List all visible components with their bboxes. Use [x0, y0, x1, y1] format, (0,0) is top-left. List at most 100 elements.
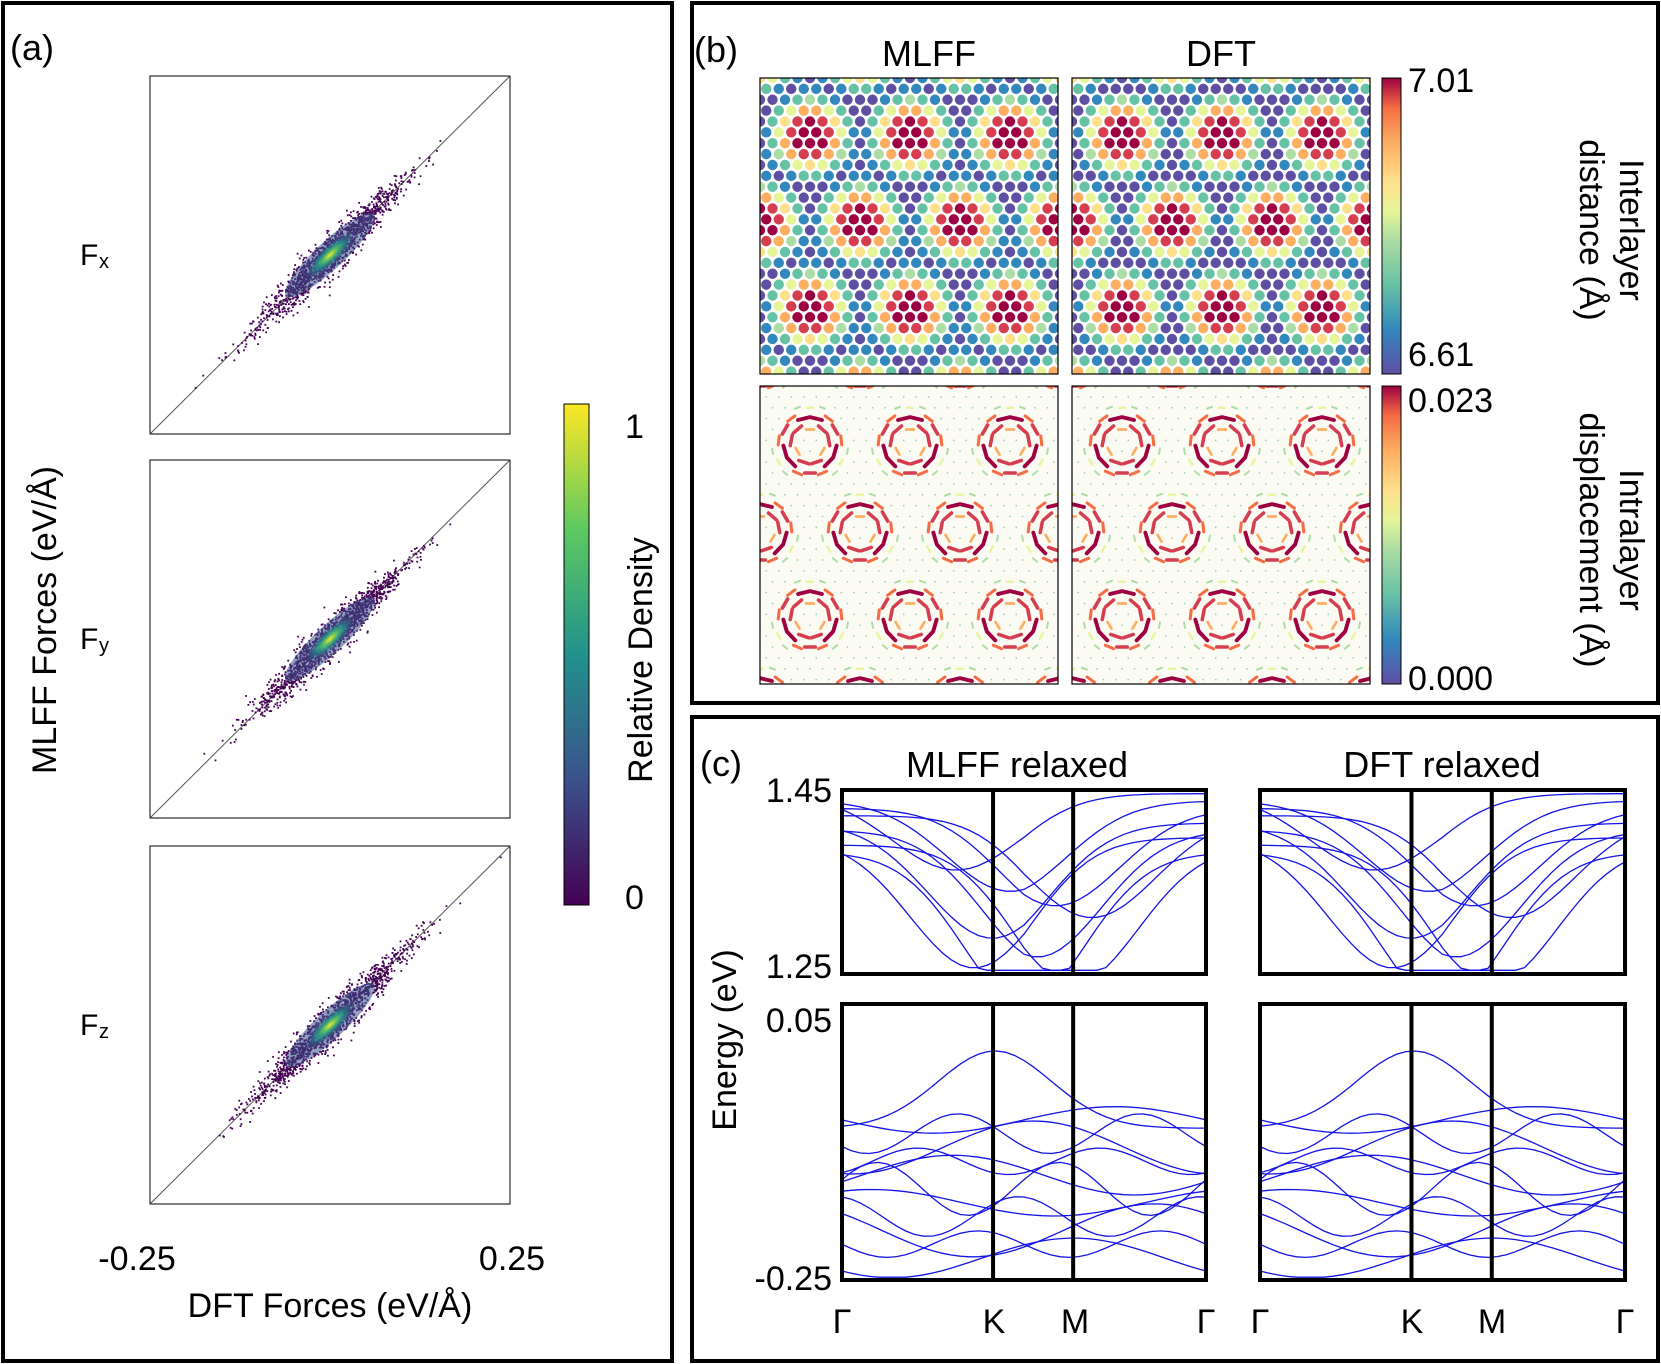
parity-point: [369, 1008, 372, 1011]
interlayer-atom: [760, 181, 766, 192]
parity-point: [381, 209, 384, 212]
parity-point: [420, 558, 422, 561]
interlayer-atom: [792, 116, 803, 127]
parity-point: [419, 555, 422, 558]
parity-point: [286, 1075, 289, 1078]
parity-point: [429, 543, 431, 546]
parity-point: [244, 1111, 247, 1114]
parity-point: [274, 1097, 277, 1100]
parity-point: [331, 656, 334, 659]
parity-point: [348, 259, 350, 261]
interlayer-atom: [892, 78, 903, 84]
parity-point: [336, 996, 339, 999]
parity-point: [378, 592, 381, 595]
parity-point: [319, 1050, 321, 1053]
parity-point: [244, 339, 247, 342]
parity-point: [292, 1032, 295, 1035]
parity-point: [281, 666, 284, 668]
parity-point: [391, 957, 394, 960]
parity-point: [245, 718, 248, 721]
interlayer-atom: [773, 105, 784, 116]
parity-point: [394, 192, 397, 195]
parity-point: [395, 957, 398, 960]
parity-point: [396, 192, 399, 195]
parity-point: [307, 291, 310, 294]
parity-point: [284, 1070, 287, 1072]
interlayer-atom: [854, 181, 866, 192]
parity-point: [396, 189, 399, 192]
interlayer-atom: [986, 148, 997, 160]
interlayer-atom: [767, 225, 778, 236]
interlayer-atom: [873, 214, 884, 225]
parity-point: [324, 281, 326, 284]
interlayer-atom: [1017, 116, 1028, 127]
parity-point: [407, 943, 410, 946]
parity-point: [397, 203, 399, 206]
parity-point: [282, 1069, 285, 1071]
parity-point: [276, 698, 279, 701]
parity-point: [405, 566, 408, 569]
interlayer-atom: [879, 225, 891, 236]
parity-point: [229, 741, 232, 744]
parity-point: [415, 547, 418, 549]
parity-point: [382, 581, 385, 584]
parity-point: [263, 1077, 266, 1080]
parity-point: [400, 188, 403, 191]
parity-point: [269, 678, 272, 681]
parity-point: [287, 281, 290, 284]
parity-point: [377, 187, 380, 189]
parity-point: [294, 679, 297, 682]
parity-point: [302, 258, 305, 261]
parity-point: [394, 194, 396, 197]
parity-point: [266, 708, 268, 711]
parity-point: [279, 695, 281, 698]
parity-point: [360, 1016, 363, 1019]
parity-point: [264, 706, 266, 709]
parity-point: [383, 193, 386, 195]
parity-point: [382, 192, 385, 195]
parity-point: [376, 973, 379, 976]
parity-point: [413, 172, 416, 174]
parity-point: [370, 973, 372, 976]
parity-subplot-subscript: x: [99, 251, 109, 273]
interlayer-atom: [886, 214, 897, 225]
interlayer-atom: [848, 192, 859, 203]
interlayer-atom: [979, 138, 991, 149]
parity-point: [252, 703, 255, 706]
parity-point: [296, 294, 299, 297]
parity-point: [400, 961, 403, 963]
parity-point: [297, 296, 299, 299]
parity-point: [372, 203, 375, 206]
parity-point: [304, 1068, 307, 1071]
parity-point: [362, 596, 365, 599]
parity-point: [315, 247, 318, 249]
parity-point: [430, 539, 433, 542]
parity-point: [413, 941, 416, 943]
parity-point: [387, 199, 390, 202]
parity-point: [320, 673, 323, 675]
interlayer-atom: [999, 62, 1009, 72]
parity-point: [373, 977, 375, 980]
density-core: [304, 230, 356, 280]
parity-point: [326, 1054, 329, 1057]
interlayer-atom: [1054, 203, 1058, 214]
interlayer-atom: [1054, 116, 1058, 127]
parity-point: [408, 562, 411, 565]
interlayer-atom: [986, 105, 997, 116]
interlayer-atom: [792, 203, 803, 214]
parity-point: [280, 289, 283, 292]
parity-point: [374, 580, 377, 583]
parity-point: [387, 979, 389, 982]
parity-point: [411, 169, 413, 172]
parity-point: [411, 943, 414, 946]
parity-point: [381, 210, 384, 213]
parity-point: [372, 975, 375, 977]
interlayer-atom: [998, 148, 1009, 160]
interlayer-atom: [898, 148, 909, 160]
parity-point: [374, 207, 377, 210]
parity-point: [392, 962, 394, 965]
parity-point: [270, 312, 273, 315]
parity-point: [258, 1071, 261, 1073]
parity-point: [373, 206, 375, 209]
parity-point: [300, 641, 303, 643]
